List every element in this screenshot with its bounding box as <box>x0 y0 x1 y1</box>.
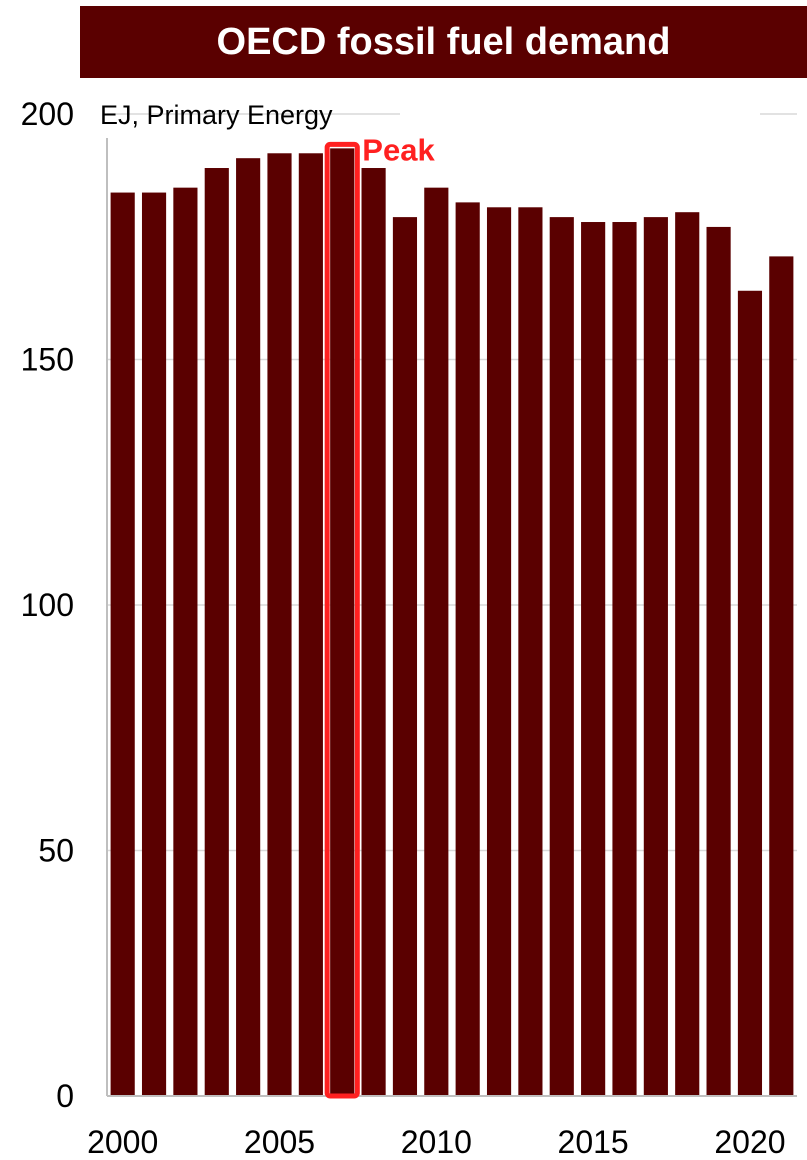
bar-2009 <box>392 217 418 1097</box>
x-tick-label: 2020 <box>714 1124 785 1160</box>
x-tick-label: 2005 <box>244 1124 315 1160</box>
chart-title-banner: OECD fossil fuel demand <box>80 6 807 78</box>
bar-2018 <box>675 212 700 1096</box>
y-tick-label: 50 <box>38 833 74 869</box>
y-tick-label: 150 <box>21 342 74 378</box>
y-tick-label: 100 <box>21 587 74 623</box>
axes <box>106 138 797 1097</box>
bar-2005 <box>267 153 292 1096</box>
bar-2008 <box>361 168 386 1096</box>
peak-annotation: Peak <box>362 132 435 167</box>
y-tick-label: 0 <box>56 1078 74 1114</box>
bar-2019 <box>706 226 731 1096</box>
bars <box>110 148 794 1097</box>
bar-2014 <box>549 217 574 1097</box>
x-tick-label: 2010 <box>401 1124 472 1160</box>
y-tick-label: 200 <box>21 96 74 132</box>
bar-2020 <box>737 290 763 1096</box>
x-tick-label: 2015 <box>558 1124 629 1160</box>
bar-2021 <box>769 256 794 1096</box>
bar-2013 <box>518 207 543 1097</box>
tick-labels: 0 50 100 150 200 2000 2005 2010 2015 2020 <box>21 96 786 1160</box>
bar-2002 <box>173 187 198 1096</box>
x-tick-label: 2000 <box>87 1124 158 1160</box>
bar-2017 <box>643 217 668 1097</box>
bar-2016 <box>612 222 637 1096</box>
bar-2006 <box>298 153 323 1096</box>
bar-2007 <box>330 148 355 1096</box>
bar-2001 <box>141 192 167 1096</box>
bar-2010 <box>424 187 449 1096</box>
bar-2000 <box>110 192 135 1096</box>
bar-2003 <box>204 168 229 1096</box>
peak-highlight-box <box>324 141 360 1099</box>
bar-2015 <box>581 222 606 1096</box>
chart-title: OECD fossil fuel demand <box>216 20 671 63</box>
bar-2011 <box>455 202 480 1096</box>
y-axis-unit-label: EJ, Primary Energy <box>100 100 333 130</box>
bar-2004 <box>236 158 261 1096</box>
bar-2012 <box>486 207 512 1097</box>
